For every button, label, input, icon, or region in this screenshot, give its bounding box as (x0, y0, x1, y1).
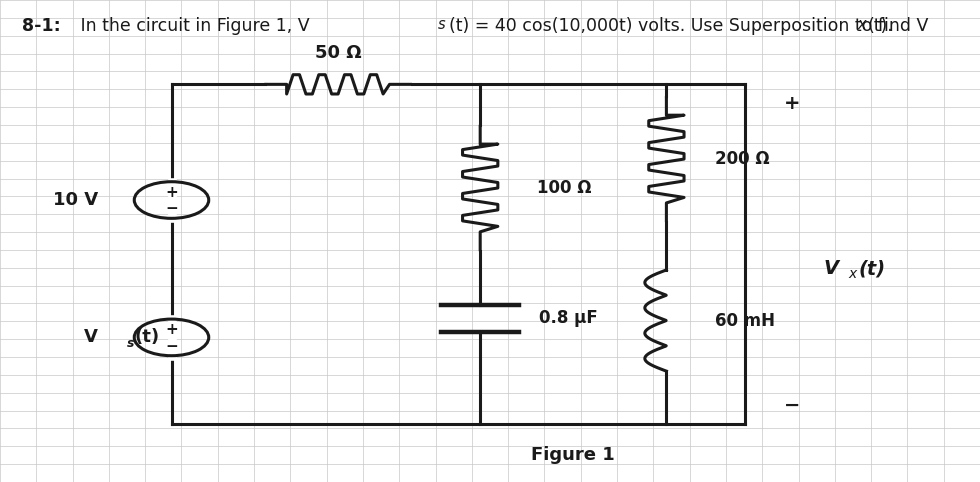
Text: In the circuit in Figure 1, V: In the circuit in Figure 1, V (75, 17, 310, 35)
Text: s: s (438, 17, 446, 32)
Text: (t) = 40 cos(10,000t) volts. Use Superposition to find V: (t) = 40 cos(10,000t) volts. Use Superpo… (449, 17, 928, 35)
Text: 0.8 μF: 0.8 μF (539, 309, 598, 327)
Text: +: + (784, 94, 800, 113)
Text: 200 Ω: 200 Ω (715, 150, 770, 168)
Text: 10 V: 10 V (53, 191, 98, 209)
Text: V: V (823, 259, 839, 278)
Text: −: − (784, 395, 800, 415)
Text: Figure 1: Figure 1 (531, 446, 615, 465)
Text: −: − (165, 338, 178, 354)
Text: +: + (165, 185, 178, 200)
Text: 8-1:: 8-1: (22, 17, 61, 35)
Text: +: + (165, 322, 178, 337)
Text: 100 Ω: 100 Ω (537, 179, 592, 197)
Text: (t): (t) (134, 328, 160, 347)
Text: 50 Ω: 50 Ω (315, 44, 362, 62)
Text: (t).: (t). (867, 17, 893, 35)
Text: 60 mH: 60 mH (715, 311, 775, 330)
Text: V: V (84, 328, 98, 347)
Text: −: − (165, 201, 178, 216)
Text: x: x (858, 17, 866, 32)
Text: x: x (849, 268, 857, 281)
Text: s: s (126, 337, 134, 349)
Text: (t): (t) (858, 259, 886, 278)
